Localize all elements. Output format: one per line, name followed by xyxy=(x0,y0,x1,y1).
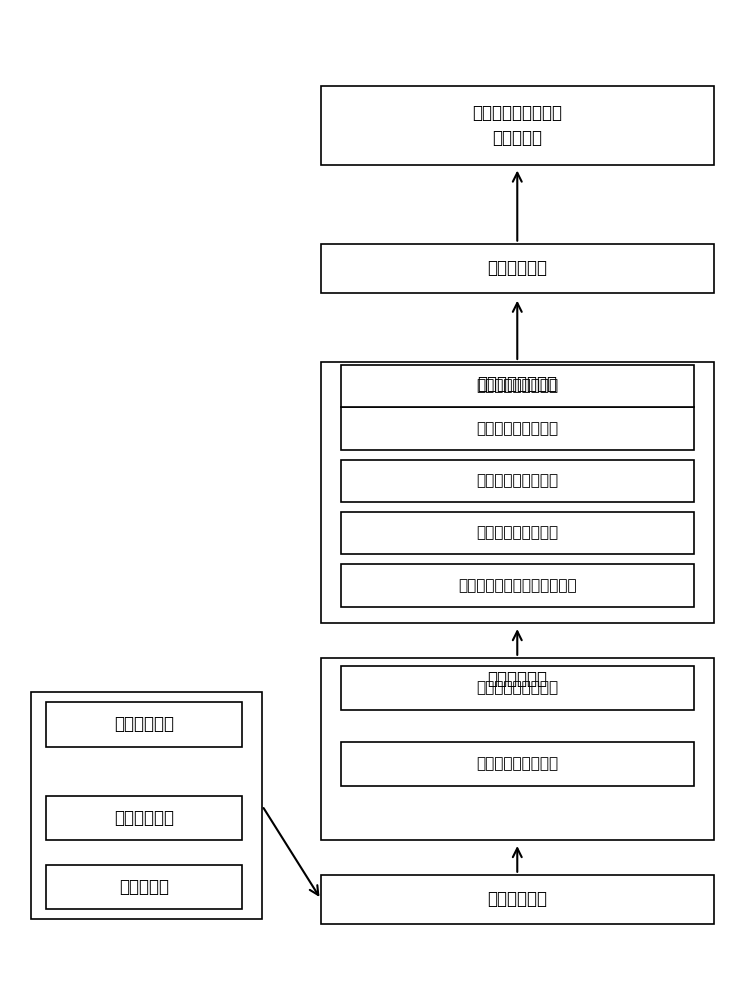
Bar xyxy=(341,512,694,554)
Text: 数据接收模块: 数据接收模块 xyxy=(487,890,548,908)
Text: 注射控制模块: 注射控制模块 xyxy=(487,259,548,277)
Bar xyxy=(321,362,713,623)
Bar xyxy=(321,244,713,293)
Text: 信号质量判断子模块: 信号质量判断子模块 xyxy=(477,756,558,771)
Bar xyxy=(341,407,694,450)
Text: 脑电监测仪: 脑电监测仪 xyxy=(120,878,170,896)
Bar xyxy=(341,460,694,502)
Bar xyxy=(321,875,713,924)
Text: 镇痛监测装置: 镇痛监测装置 xyxy=(114,809,174,827)
Text: 药物平衡控制模块: 药物平衡控制模块 xyxy=(477,375,557,393)
Bar xyxy=(46,865,243,909)
Text: 滤除异常数据子模块: 滤除异常数据子模块 xyxy=(477,680,558,695)
Text: 镇静药物控制子模块: 镇静药物控制子模块 xyxy=(477,526,558,541)
Text: 药物协调控制子模块: 药物协调控制子模块 xyxy=(477,379,558,394)
Bar xyxy=(321,86,713,165)
Text: 脑电指数和伤害性刺激数据库: 脑电指数和伤害性刺激数据库 xyxy=(458,578,577,593)
Text: 数据过滤模块: 数据过滤模块 xyxy=(487,670,548,688)
Bar xyxy=(46,796,243,840)
Text: 肌松监测装置: 肌松监测装置 xyxy=(114,715,174,733)
Bar xyxy=(341,564,694,606)
Bar xyxy=(341,666,694,710)
Bar xyxy=(341,742,694,786)
Bar xyxy=(46,702,243,747)
Bar xyxy=(341,365,694,407)
Bar xyxy=(31,692,262,919)
Text: 镇痛药物控制子模块: 镇痛药物控制子模块 xyxy=(477,473,558,488)
Bar xyxy=(321,658,713,840)
Text: 肌松药物控制子模块: 肌松药物控制子模块 xyxy=(477,421,558,436)
Text: 步进电机和注射器推
动传动装置: 步进电机和注射器推 动传动装置 xyxy=(472,104,562,147)
